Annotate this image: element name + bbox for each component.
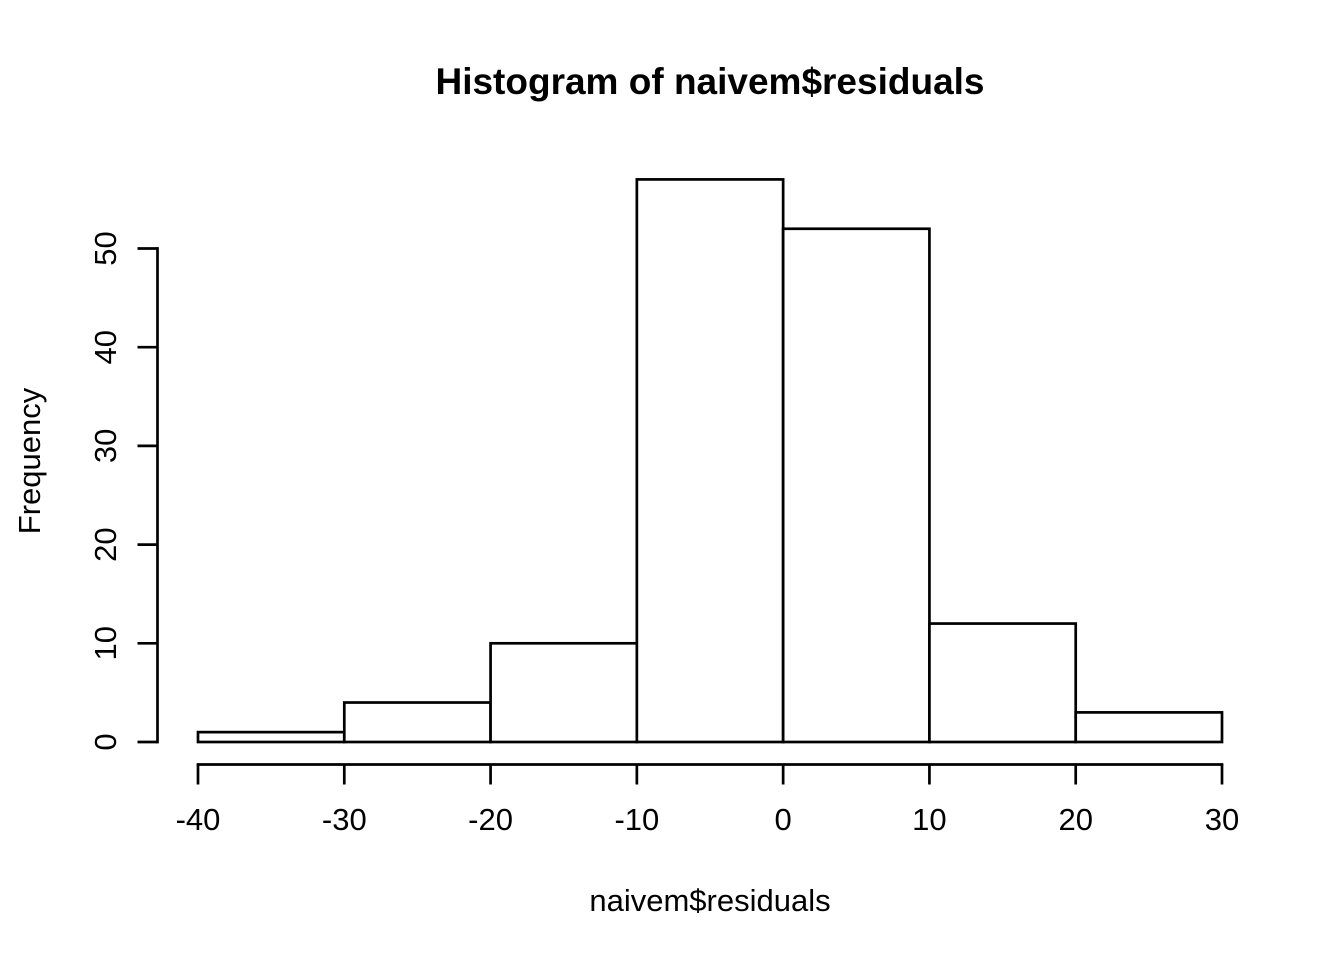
histogram-bar [928, 622, 1078, 744]
y-axis: 0 10 20 30 40 50 [88, 231, 159, 751]
histogram-bar [635, 178, 785, 744]
x-tick-label: -10 [614, 802, 659, 837]
histogram-bar [342, 701, 492, 744]
x-axis: -40 -30 -20 -10 0 10 20 30 [176, 763, 1239, 837]
x-tick-label: -30 [322, 802, 367, 837]
y-tick-label: 10 [88, 626, 123, 660]
x-tick-label: 30 [1205, 802, 1239, 837]
y-tick-label: 0 [88, 733, 123, 750]
x-tick-label: -20 [468, 802, 513, 837]
y-tick-label: 30 [88, 429, 123, 463]
y-tick-label: 20 [88, 527, 123, 561]
histogram-bars-group [196, 178, 1224, 744]
y-tick-label: 50 [88, 231, 123, 265]
histogram-bar [196, 730, 346, 744]
histogram-bar [781, 227, 931, 744]
chart-title: Histogram of naivem$residuals [435, 61, 984, 102]
x-axis-title: naivem$residuals [589, 883, 830, 918]
histogram-bar [1074, 711, 1224, 744]
y-tick-label: 40 [88, 330, 123, 364]
histogram-bar [489, 641, 639, 744]
x-tick-label: -40 [176, 802, 221, 837]
x-tick-label: 0 [775, 802, 792, 837]
y-axis-title: Frequency [12, 387, 47, 534]
x-tick-label: 10 [912, 802, 946, 837]
x-tick-label: 20 [1058, 802, 1092, 837]
